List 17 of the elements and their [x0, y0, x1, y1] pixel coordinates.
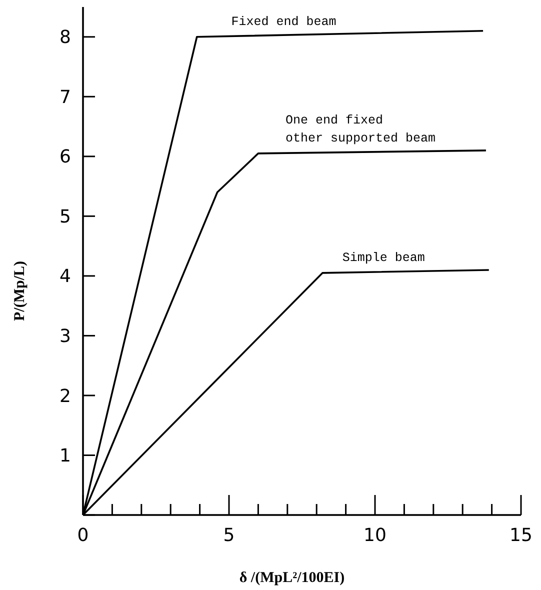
y-tick-label: 8: [60, 27, 71, 48]
x-tick-label: 0: [77, 525, 89, 546]
y-tick-label: 6: [60, 146, 71, 168]
y-tick-label: 5: [60, 206, 71, 228]
y-tick-label: 1: [60, 446, 71, 467]
x-tick-label: 10: [364, 525, 386, 546]
series-label: One end fixed other supported beam: [286, 113, 436, 146]
y-tick-label: 3: [60, 326, 71, 348]
y-tick-label: 4: [60, 266, 71, 288]
x-axis-title: δ /(MpL²/100EI): [239, 570, 345, 586]
y-axis-title: P/(Mp/L): [12, 261, 28, 321]
x-tick-label: 15: [510, 525, 532, 546]
x-tick-label: 5: [223, 525, 235, 546]
y-tick-label: 7: [60, 86, 71, 108]
series-label: Simple beam: [342, 250, 425, 265]
series-label: Fixed end beam: [231, 14, 336, 29]
y-tick-label: 2: [60, 386, 71, 407]
